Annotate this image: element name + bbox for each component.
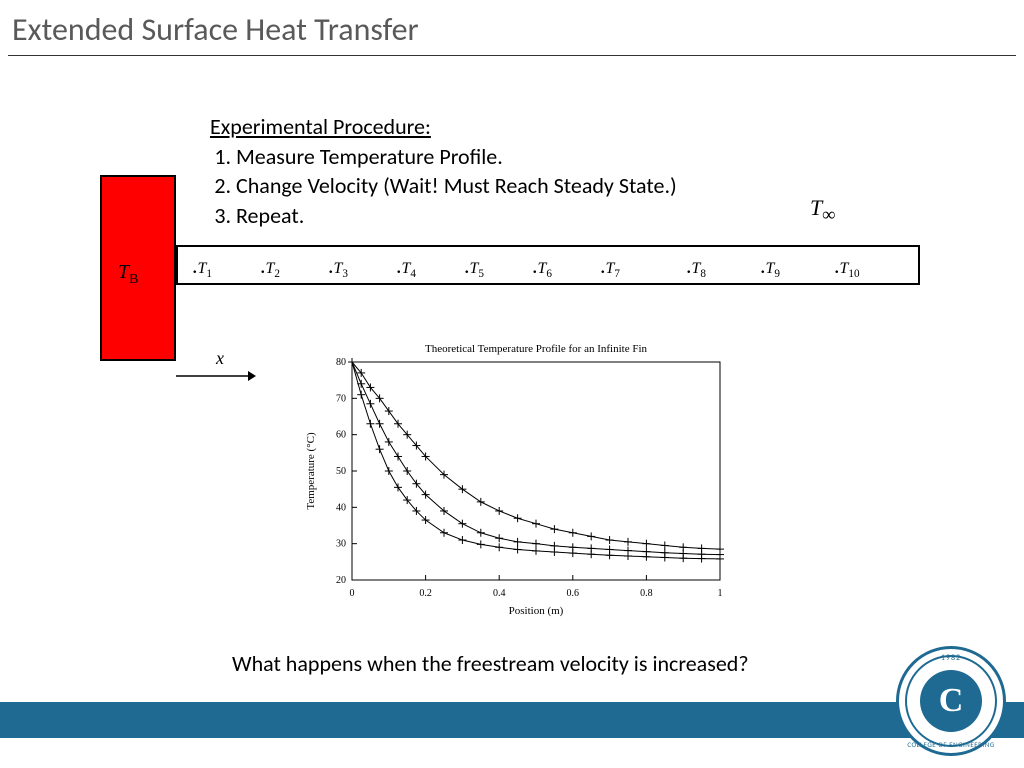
temperature-profile-chart: Theoretical Temperature Profile for an I…: [300, 340, 730, 620]
svg-text:0: 0: [350, 588, 355, 599]
x-axis-label: x: [216, 348, 224, 369]
sensor-label: .T9: [760, 253, 780, 280]
title-rule: [8, 55, 1016, 56]
sensor-label: .T6: [532, 253, 552, 280]
svg-text:20: 20: [336, 575, 346, 586]
procedure-item: Measure Temperature Profile.: [236, 142, 677, 172]
sensor-label: .T4: [396, 253, 416, 280]
svg-text:0.4: 0.4: [493, 588, 506, 599]
logo-text-top: 1982: [899, 653, 1003, 663]
sensor-label: .T3: [328, 253, 348, 280]
x-axis-arrow: x: [176, 368, 256, 390]
svg-text:50: 50: [336, 466, 346, 477]
svg-text:0.8: 0.8: [640, 588, 653, 599]
base-temp-label: TB: [118, 261, 138, 288]
question-text: What happens when the freestream velocit…: [232, 650, 749, 677]
svg-text:40: 40: [336, 502, 346, 513]
svg-text:80: 80: [336, 357, 346, 368]
svg-text:Temperature (°C): Temperature (°C): [305, 432, 317, 510]
svg-text:1: 1: [718, 588, 723, 599]
procedure-heading: Experimental Procedure:: [210, 112, 677, 142]
svg-text:Theoretical Temperature Profil: Theoretical Temperature Profile for an I…: [425, 343, 647, 355]
logo-letter: C: [920, 670, 982, 732]
svg-text:0.2: 0.2: [419, 588, 432, 599]
sensor-label: .T10: [834, 253, 860, 280]
sensor-label: .T8: [686, 253, 706, 280]
logo-text-bottom: COLLEGE OF ENGINEERING: [899, 740, 1003, 749]
footer-bar: [0, 702, 1024, 738]
page-title: Extended Surface Heat Transfer: [0, 0, 1024, 55]
sensor-label: .T1: [192, 253, 212, 280]
sensor-label: .T7: [600, 253, 620, 280]
svg-text:60: 60: [336, 430, 346, 441]
svg-text:30: 30: [336, 539, 346, 550]
sensor-label: .T5: [464, 253, 484, 280]
svg-text:Position (m): Position (m): [509, 605, 564, 617]
sensor-label: .T2: [260, 253, 280, 280]
svg-text:70: 70: [336, 393, 346, 404]
svg-text:0.6: 0.6: [567, 588, 580, 599]
college-logo: 1982 C COLLEGE OF ENGINEERING: [896, 646, 1006, 756]
